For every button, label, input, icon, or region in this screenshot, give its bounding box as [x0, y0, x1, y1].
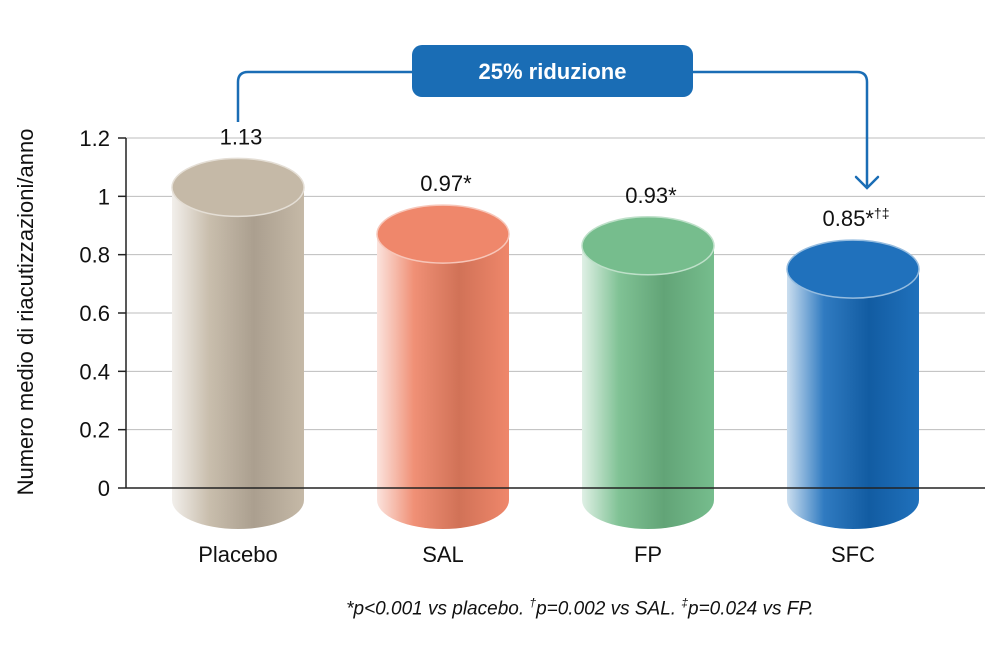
bar-sal: 0.97*: [376, 171, 510, 530]
bar-top-placebo: [171, 157, 305, 218]
y-tick-label-3: 0.6: [79, 301, 110, 326]
footnote-sup2: ‡: [681, 596, 689, 610]
value-label-sal: 0.97*: [420, 171, 472, 196]
value-label-placebo: 1.13: [220, 124, 263, 149]
footnote-sup1: †: [529, 596, 537, 610]
value-label-sfc: 0.85*†‡: [823, 205, 890, 231]
footnote-part3: p=0.024 vs FP.: [688, 598, 814, 620]
category-label-sfc: SFC: [831, 542, 875, 567]
bar-body-placebo: [172, 187, 304, 529]
bar-fp: 0.93*: [581, 183, 715, 529]
bars: 1.13 0.97* 0.93* 0.85*†‡: [171, 124, 920, 530]
y-tick-label-1: 0.2: [79, 418, 110, 443]
footnote-part2: p=0.002 vs SAL.: [536, 598, 682, 620]
bar-top-sfc: [786, 239, 920, 299]
y-axis-label: Numero medio di riacutizzazioni/anno: [13, 129, 38, 496]
bar-body-fp: [582, 245, 714, 529]
category-label-placebo: Placebo: [198, 542, 278, 567]
x-axis: Placebo SAL FP SFC: [126, 487, 985, 567]
reduction-annotation: 25% riduzione: [236, 45, 880, 190]
annotation-box: [412, 45, 693, 97]
bar-sfc: 0.85*†‡: [786, 205, 920, 529]
bar-body-sfc: [787, 269, 919, 529]
bar-top-fp: [581, 216, 715, 276]
y-tick-label-0: 0: [98, 476, 110, 501]
y-tick-label-5: 1: [98, 184, 110, 209]
footnote-part1: *p<0.001 vs placebo.: [346, 598, 530, 620]
bar-placebo: 1.13: [171, 124, 305, 529]
bar-top-sal: [376, 204, 510, 264]
y-tick-label-2: 0.4: [79, 359, 110, 384]
value-label-fp: 0.93*: [625, 183, 677, 208]
category-label-fp: FP: [634, 542, 662, 567]
annotation-arrowhead: [854, 175, 880, 190]
bar-body-sal: [377, 234, 509, 530]
footnote: *p<0.001 vs placebo. †p=0.002 vs SAL. ‡p…: [250, 596, 910, 620]
y-tick-label-6: 1.2: [79, 126, 110, 151]
y-axis: 0 0.2 0.4 0.6 0.8 1 1.2: [79, 126, 127, 501]
category-label-sal: SAL: [422, 542, 464, 567]
annotation-label: 25% riduzione: [479, 59, 627, 84]
y-tick-label-4: 0.8: [79, 243, 110, 268]
